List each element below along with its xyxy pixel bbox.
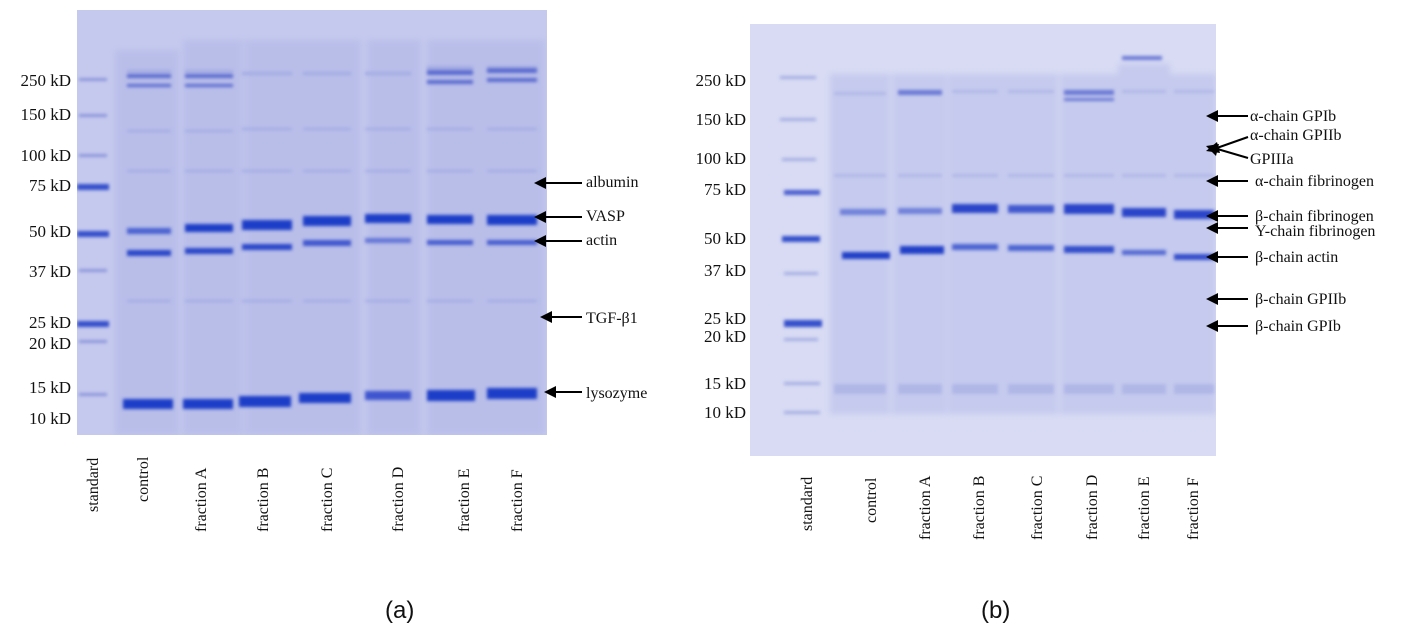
annotation-beta-gpib: β-chain GPIb [1255,318,1341,335]
annotation-gpiiia: GPIIIa [1250,151,1294,168]
mw-marker: 75 kD [703,180,746,199]
arrow-icon [540,311,582,323]
mw-marker: 50 kD [703,229,746,248]
mw-marker: 150 kD [20,105,71,124]
annotation-albumin: albumin [586,174,639,191]
mw-marker: 10 kD [703,403,746,422]
arrow-icon [534,177,582,189]
lane-label: standard [799,476,816,531]
annotation-lysozyme: lysozyme [586,385,648,402]
gel-image-a [77,10,547,435]
mw-marker: 20 kD [28,334,71,353]
lane-label: fraction D [390,466,407,532]
arrow-icon [1206,320,1248,332]
lane-label: fraction F [509,469,526,532]
annotation-gamma-fibrinogen: Υ-chain fibrinogen [1255,223,1376,240]
mw-marker: 25 kD [28,313,71,332]
mw-marker: 20 kD [703,327,746,346]
annotation-beta-actin: β-chain actin [1255,249,1339,266]
lane-label: fraction A [193,467,210,532]
arrow-icon [1206,251,1248,263]
arrow-icon [1206,175,1248,187]
annotation-vasp: VASP [586,208,625,225]
annotation-tgf-beta1: TGF-β1 [586,310,638,327]
arrow-icon [1206,144,1249,159]
lane-label: control [863,477,880,523]
mw-marker: 15 kD [703,374,746,393]
annotation-actin: actin [586,232,618,249]
lane-label: fraction B [971,475,988,540]
arrow-icon [544,386,582,398]
mw-marker: 75 kD [28,176,71,195]
lane-label: fraction B [255,467,272,532]
lane-label: fraction D [1084,474,1101,540]
mw-marker: 15 kD [28,378,71,397]
caption-b: (b) [981,597,1011,624]
lane-label: fraction C [1029,475,1046,540]
lane-label: control [135,456,152,502]
lane-label: fraction E [1136,476,1153,540]
arrow-icon [534,211,582,223]
caption-a: (a) [385,597,415,624]
annotation-alpha-gpiib: α-chain GPIIb [1250,127,1342,144]
mw-marker: 37 kD [28,262,71,281]
annotation-alpha-gpib: α-chain GPIb [1250,108,1337,125]
mw-marker: 37 kD [703,261,746,280]
annotation-beta-fibrinogen: β-chain fibrinogen [1255,208,1374,225]
lane-label: fraction E [456,468,473,532]
lane-label: fraction C [319,467,336,532]
annotation-beta-gpiib: β-chain GPIIb [1255,291,1347,308]
arrow-icon [1206,222,1248,234]
arrow-icon [1206,110,1248,122]
mw-marker: 50 kD [28,222,71,241]
lane-label: fraction A [917,475,934,540]
mw-marker: 10 kD [28,409,71,428]
mw-marker: 250 kD [695,71,746,90]
arrow-icon [1206,210,1248,222]
gel-image-b [750,24,1216,456]
arrow-icon [534,235,582,247]
mw-marker: 100 kD [20,146,71,165]
lane-label: fraction F [1185,477,1202,540]
annotation-alpha-fibrinogen: α-chain fibrinogen [1255,173,1375,190]
mw-marker: 250 kD [20,71,71,90]
mw-marker: 25 kD [703,309,746,328]
arrow-icon [1206,293,1248,305]
mw-marker: 150 kD [695,110,746,129]
mw-marker: 100 kD [695,149,746,168]
lane-label: standard [85,457,102,512]
